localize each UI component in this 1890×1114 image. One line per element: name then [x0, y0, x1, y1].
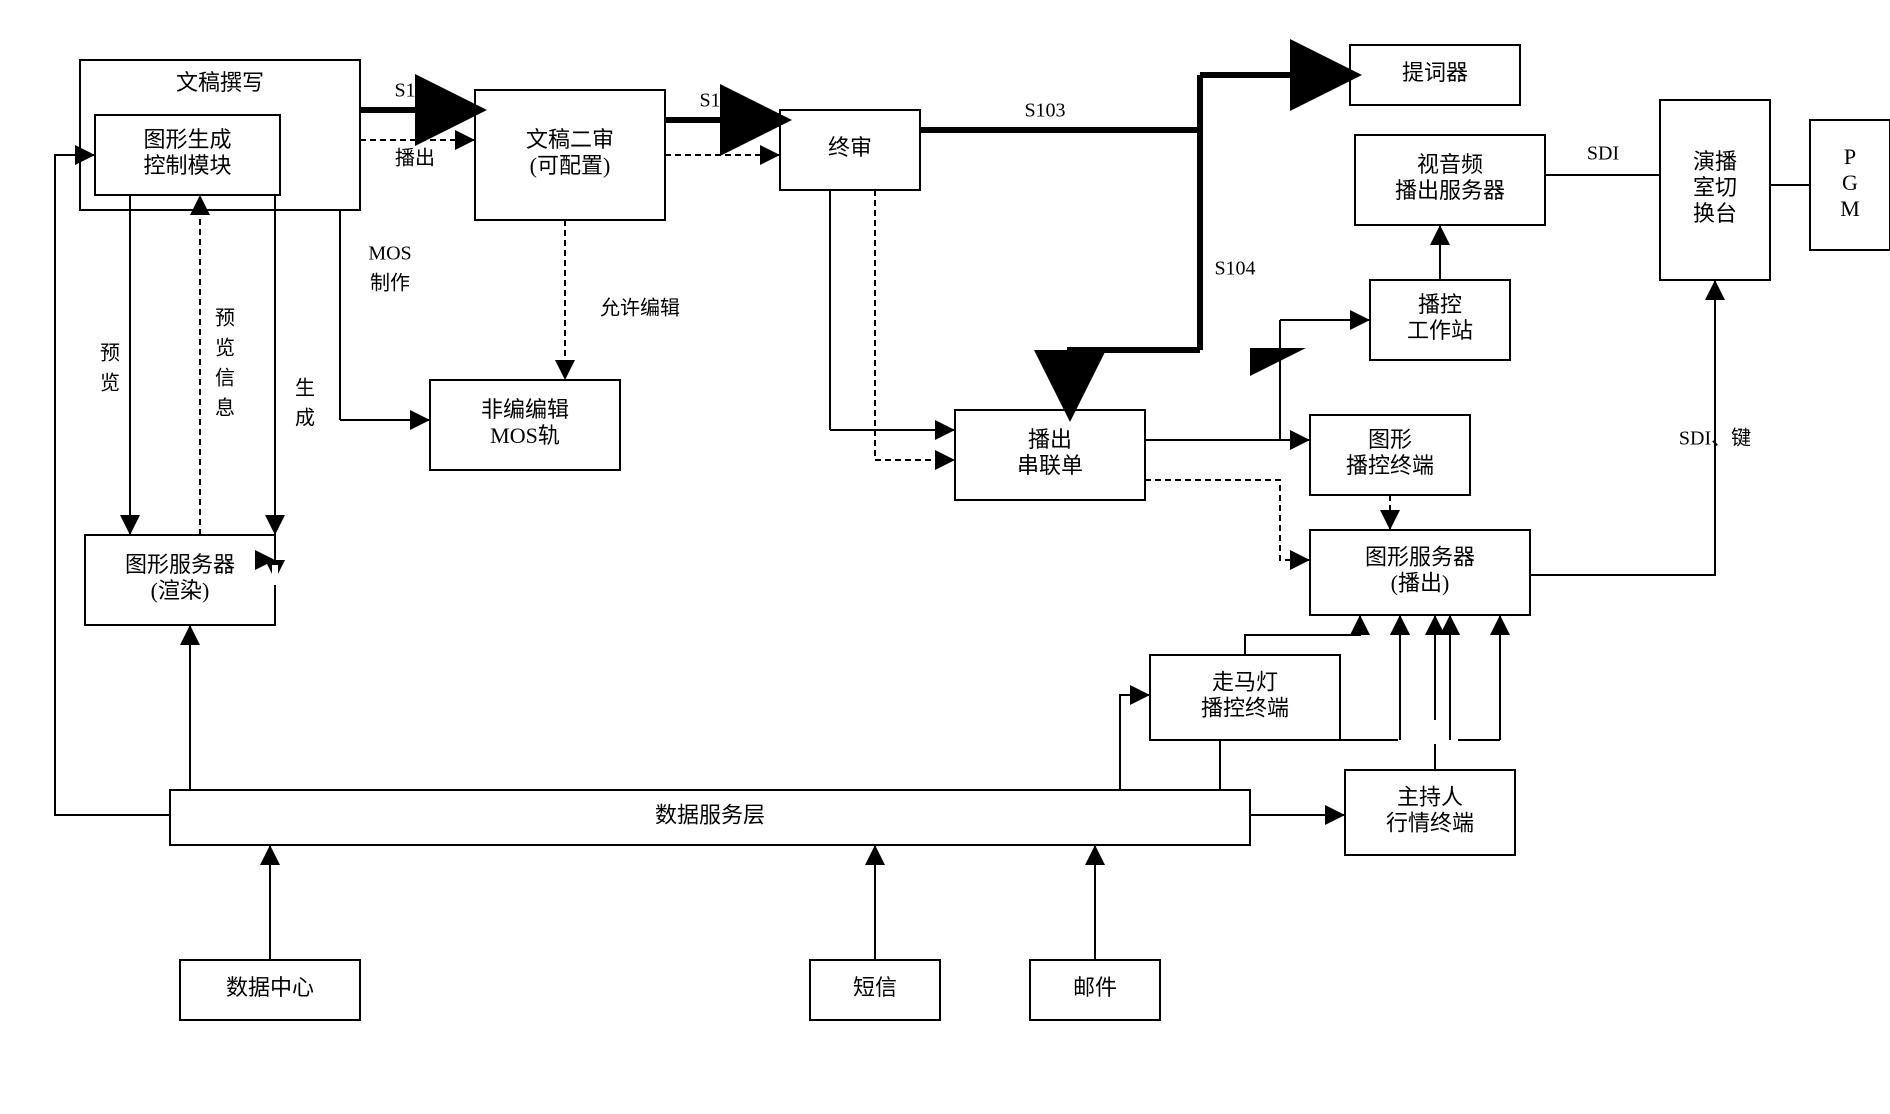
- node-label-n_tici-0: 提词器: [1402, 60, 1468, 85]
- label-ylx4: 息: [215, 397, 235, 420]
- node-label-n_ershen-0: 文稿二审: [526, 127, 614, 152]
- node-label-n_yanbo-2: 换台: [1693, 201, 1737, 226]
- node-label-n_shiyin-1: 播出服务器: [1395, 178, 1505, 203]
- label-s103: S103: [1024, 100, 1065, 122]
- node-label-n_tuxing_ctrl-0: 图形生成: [143, 127, 231, 152]
- node-label-n_tuxing_render-0: 图形服务器: [125, 552, 235, 577]
- label-sheng2: 成: [295, 407, 315, 430]
- node-label-n_zoumadeng-0: 走马灯: [1212, 670, 1278, 695]
- node-label-n_sms-0: 短信: [853, 975, 897, 1000]
- node-label-n_wengao: 文稿撰写: [176, 70, 264, 95]
- label-sdi: SDI: [1587, 143, 1619, 165]
- label-yl2: 览: [100, 372, 120, 395]
- node-label-n_feibianjimos-0: 非编编辑: [481, 397, 569, 422]
- node-label-n_tuxing_bochu-0: 图形服务器: [1365, 545, 1475, 570]
- node-label-n_yanbo-1: 室切: [1693, 175, 1737, 200]
- node-label-n_zoumadeng-1: 播控终端: [1201, 696, 1289, 721]
- node-label-n_pgm-1: G: [1842, 170, 1858, 195]
- node-label-n_bokong_ws-0: 播控: [1418, 292, 1462, 317]
- node-label-n_shiyin-0: 视音频: [1417, 152, 1483, 177]
- label-sheng1: 生: [295, 377, 315, 400]
- label-mos1: MOS: [368, 243, 411, 265]
- label-sdijian: SDI、键: [1679, 427, 1751, 450]
- node-label-n_pgm-2: M: [1840, 196, 1860, 221]
- label-yl1: 预: [100, 343, 120, 365]
- label-ylx1: 预: [215, 308, 235, 330]
- node-label-n_bochu_chuanlian-0: 播出: [1028, 427, 1072, 452]
- node-label-n_mail-0: 邮件: [1073, 975, 1117, 1000]
- label-s102: S102: [699, 90, 740, 112]
- label-s101: S101: [394, 80, 435, 102]
- node-label-n_zhuchiren-1: 行情终端: [1386, 811, 1474, 836]
- node-label-n_bochu_chuanlian-1: 串联单: [1017, 453, 1083, 478]
- node-label-n_ershen-1: (可配置): [530, 153, 611, 178]
- node-label-n_zhuchiren-0: 主持人: [1397, 785, 1463, 810]
- node-label-n_zhongshen-0: 终审: [828, 135, 872, 160]
- node-label-n_feibianjimos-1: MOS轨: [490, 423, 560, 448]
- node-label-n_tuxing_ctrl-1: 控制模块: [143, 153, 231, 178]
- node-label-n_data_layer-0: 数据服务层: [655, 803, 765, 828]
- node-label-n_tuxing_bokong-1: 播控终端: [1346, 453, 1434, 478]
- node-label-n_pgm-0: P: [1844, 144, 1856, 169]
- node-label-n_tuxing_bokong-0: 图形: [1368, 427, 1412, 452]
- label-yunxu: 允许编辑: [600, 297, 680, 320]
- node-label-n_tuxing_bochu-1: (播出): [1391, 571, 1450, 596]
- node-label-n_data_center-0: 数据中心: [226, 975, 314, 1000]
- node-label-n_yanbo-0: 演播: [1693, 149, 1737, 174]
- label-ylx3: 信: [215, 367, 235, 390]
- label-s104: S104: [1214, 258, 1255, 280]
- label-ylx2: 览: [215, 337, 235, 360]
- node-label-n_tuxing_render-1: (渲染): [151, 578, 210, 603]
- label-mos2: 制作: [370, 272, 410, 295]
- label-bochu: 播出: [395, 147, 435, 170]
- node-label-n_bokong_ws-1: 工作站: [1407, 318, 1473, 343]
